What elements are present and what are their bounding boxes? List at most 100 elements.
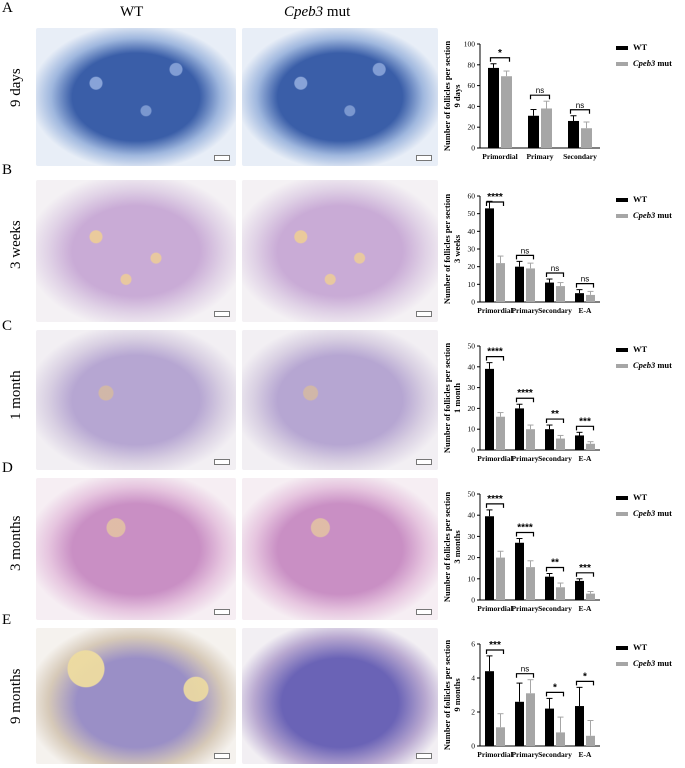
scale-bar: [416, 753, 432, 759]
significance-bracket: [489, 57, 511, 62]
y-tick-label: 10: [468, 280, 476, 289]
x-tick-label: E-A: [579, 604, 593, 613]
y-tick-label: 20: [468, 404, 476, 413]
y-tick-label: 2: [471, 708, 475, 717]
significance-bracket: [575, 283, 595, 288]
significance-bracket: [485, 503, 505, 508]
bar-wt: [575, 293, 584, 302]
scale-bar: [214, 753, 230, 759]
y-axis-title: Number of follicles per section1 month: [442, 343, 462, 453]
legend-swatch-mut: [616, 62, 628, 66]
y-axis-title: Number of follicles per section3 months: [442, 492, 462, 602]
bar-mut: [556, 286, 565, 302]
bar-mut: [526, 693, 535, 746]
mutant-gene-name: Cpeb3: [284, 4, 324, 20]
significance-label: **: [551, 558, 559, 569]
y-axis-title-line1: Number of follicles per section: [442, 41, 452, 151]
y-tick-label: 10: [468, 574, 476, 583]
y-axis-title-line2: 9 days: [452, 84, 462, 108]
micrograph-mut-3-weeks: [242, 180, 438, 322]
panel-letter-a: A: [2, 0, 13, 16]
y-axis-title-line1: Number of follicles per section: [442, 640, 452, 750]
legend-suffix: mut: [655, 360, 672, 370]
significance-bracket: [485, 201, 505, 206]
legend-label-wt: WT: [633, 642, 648, 652]
y-axis-title-line2: 1 month: [452, 383, 462, 413]
y-tick-label: 60: [468, 81, 476, 90]
legend-swatch-mut: [616, 364, 628, 368]
legend-suffix: mut: [655, 58, 672, 68]
significance-label: ****: [517, 388, 533, 399]
bar-mut: [586, 443, 595, 450]
bar-chart-9-months: Number of follicles per section9 months 0…: [442, 640, 672, 760]
significance-label: **: [551, 409, 559, 420]
y-axis-title: Number of follicles per section3 weeks: [442, 194, 462, 304]
scale-bar: [416, 155, 432, 161]
bar-mut: [496, 263, 505, 302]
bar-wt: [485, 208, 494, 302]
legend-swatch-mut: [616, 662, 628, 666]
bar-chart-3-weeks: Number of follicles per section3 weeks 0 1…: [442, 192, 672, 316]
legend-suffix: mut: [655, 508, 672, 518]
micrograph-wt-1-month: [36, 330, 236, 470]
y-tick-label: 30: [468, 532, 476, 541]
legend-label-wt: WT: [633, 344, 648, 354]
bar-wt: [575, 706, 584, 746]
bar-wt: [515, 701, 524, 746]
x-tick-label: Primary: [511, 750, 538, 759]
bar-mut: [556, 587, 565, 600]
legend-label-mut: Cpeb3 mut: [633, 658, 672, 668]
legend-swatch-mut: [616, 214, 628, 218]
legend-swatch-mut: [616, 512, 628, 516]
bar-mut: [541, 108, 552, 148]
panel-letter-b: B: [2, 162, 13, 178]
bar-wt: [545, 429, 554, 450]
legend-gene-name: Cpeb3: [633, 360, 656, 370]
bar-mut: [496, 416, 505, 450]
micrograph-mut-9-days: [242, 28, 438, 166]
y-axis-title-line1: Number of follicles per section: [442, 492, 452, 602]
y-axis-title-line2: 3 weeks: [452, 234, 462, 263]
bar-wt: [575, 435, 584, 450]
legend-swatch-wt: [616, 46, 628, 50]
bar-wt: [528, 115, 539, 148]
bar-wt: [488, 67, 499, 148]
y-tick-label: 20: [468, 123, 476, 132]
micrograph-wt-3-months: [36, 478, 236, 620]
bar-chart-1-month: Number of follicles per section1 month 0 1…: [442, 342, 672, 464]
y-tick-label: 0: [471, 742, 475, 751]
significance-bracket: [515, 531, 535, 537]
legend-swatch-wt: [616, 646, 628, 650]
y-tick-label: 40: [468, 102, 476, 111]
y-tick-label: 40: [468, 511, 476, 520]
significance-bracket: [545, 272, 565, 278]
bar-wt: [515, 542, 524, 600]
micrograph-wt-3-weeks: [36, 180, 236, 322]
micrograph-mut-3-months: [242, 478, 438, 620]
row-label-1-month: 1 month: [8, 370, 24, 420]
x-tick-label: Primordial: [477, 604, 512, 613]
legend-label-mut: Cpeb3 mut: [633, 210, 672, 220]
x-tick-label: Secondary: [538, 454, 572, 463]
significance-label: ns: [576, 101, 584, 110]
column-header-mutant: Cpeb3 mut: [284, 4, 350, 21]
x-tick-label: Secondary: [563, 152, 597, 161]
y-tick-label: 0: [471, 596, 475, 605]
legend-swatch-wt: [616, 496, 628, 500]
significance-label: ns: [536, 86, 544, 95]
legend-label-mut: Cpeb3 mut: [633, 360, 672, 370]
bar-wt: [545, 708, 554, 746]
y-tick-label: 30: [468, 383, 476, 392]
legend-gene-name: Cpeb3: [633, 210, 656, 220]
bar-chart-3-months: Number of follicles per section3 months 0…: [442, 490, 672, 614]
significance-bracket: [515, 397, 535, 403]
legend-gene-name: Cpeb3: [633, 58, 656, 68]
x-tick-label: Secondary: [538, 750, 572, 759]
bar-wt: [515, 408, 524, 450]
bar-wt: [485, 516, 494, 600]
significance-label: *: [498, 48, 502, 59]
significance-bracket: [485, 356, 505, 361]
significance-bracket: [575, 425, 595, 431]
y-tick-label: 4: [471, 674, 475, 683]
significance-label: ***: [579, 563, 591, 574]
